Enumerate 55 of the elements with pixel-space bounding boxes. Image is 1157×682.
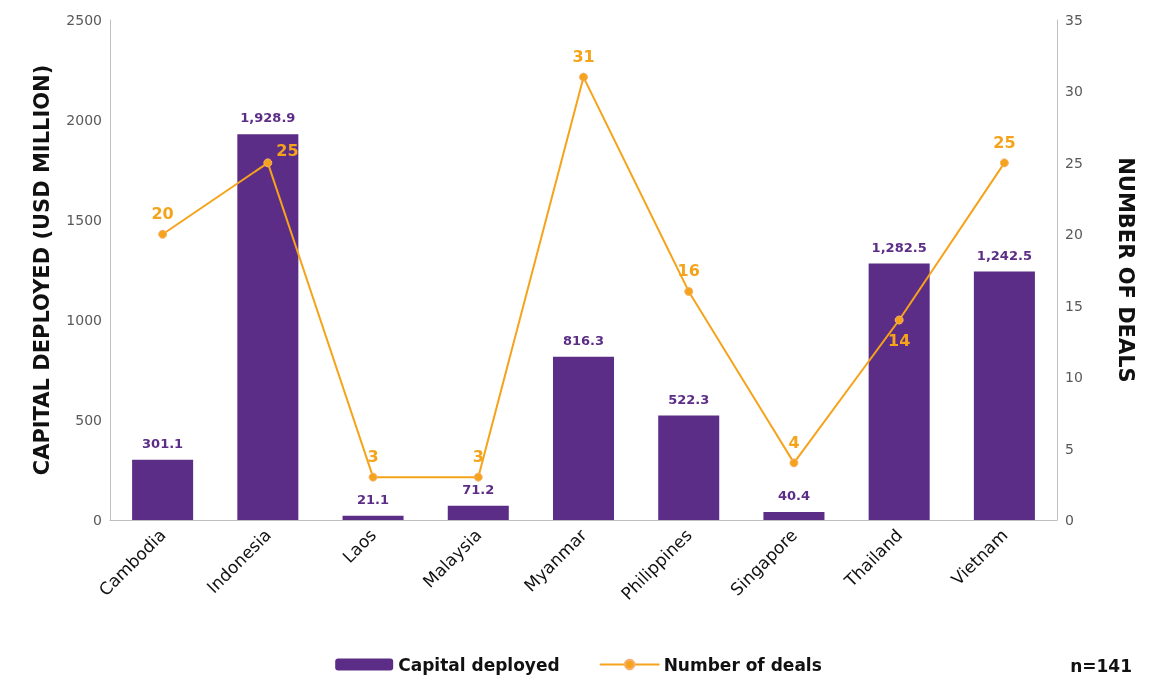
- y2-tick-label: 0: [1065, 512, 1074, 528]
- data-label: 25: [993, 132, 1016, 152]
- y2-tick-label: 15: [1065, 297, 1083, 314]
- data-label: 1,242.5: [976, 247, 1032, 263]
- y-tick-label: 500: [75, 412, 102, 428]
- point: [894, 315, 904, 325]
- y2-tick-label: 35: [1065, 12, 1083, 28]
- y2-tick-label: 10: [1065, 369, 1083, 386]
- point: [368, 472, 378, 482]
- data-label: 3: [367, 447, 379, 467]
- data-label: 25: [276, 141, 299, 161]
- y2-axis-title: NUMBER OF DEALS: [1113, 157, 1138, 383]
- y-tick-label: 0: [93, 512, 102, 528]
- data-label: 816.3: [562, 332, 605, 348]
- bar: [447, 505, 509, 520]
- bar: [973, 271, 1035, 520]
- y2-tick-label: 5: [1065, 440, 1074, 457]
- bar: [132, 459, 194, 520]
- data-label: 40.4: [777, 487, 810, 503]
- text: n=141: [1070, 655, 1133, 676]
- data-label: 71.2: [462, 481, 495, 497]
- data-label: 14: [888, 331, 911, 350]
- legend-label: Number of deals: [663, 654, 822, 675]
- y2-tick-label: 25: [1065, 154, 1083, 171]
- bar: [342, 515, 404, 520]
- y-tick-label: 2000: [66, 112, 102, 128]
- data-label: 16: [677, 261, 700, 281]
- bar: [237, 134, 299, 520]
- y2-tick-label: 20: [1065, 226, 1083, 243]
- legend-label: Capital deployed: [398, 654, 560, 675]
- data-label: 1,928.9: [240, 110, 296, 126]
- data-label: 522.3: [668, 391, 710, 407]
- point: [473, 472, 483, 482]
- data-label: 21.1: [357, 491, 390, 507]
- y2-tick-label: 30: [1065, 83, 1083, 100]
- point: [999, 158, 1009, 168]
- bar: [763, 511, 825, 520]
- point: [579, 72, 588, 82]
- data-label: 3: [472, 447, 484, 467]
- bar: [552, 356, 615, 520]
- point: [158, 229, 168, 239]
- point: [263, 158, 273, 168]
- data-label: 31: [572, 47, 595, 67]
- data-label: 1,282.5: [871, 239, 927, 255]
- bar: [868, 263, 930, 520]
- point: [789, 458, 799, 468]
- y-tick-label: 1000: [66, 312, 102, 328]
- y-tick-label: 1500: [66, 212, 102, 228]
- y-tick-label: 2500: [66, 12, 102, 28]
- data-label: 301.1: [142, 435, 184, 451]
- data-label: 20: [151, 204, 174, 224]
- data-label: 4: [788, 432, 800, 452]
- y-axis-title: CAPITAL DEPLOYED (USD MILLION): [29, 64, 54, 476]
- point: [684, 286, 694, 296]
- bar: [658, 415, 720, 520]
